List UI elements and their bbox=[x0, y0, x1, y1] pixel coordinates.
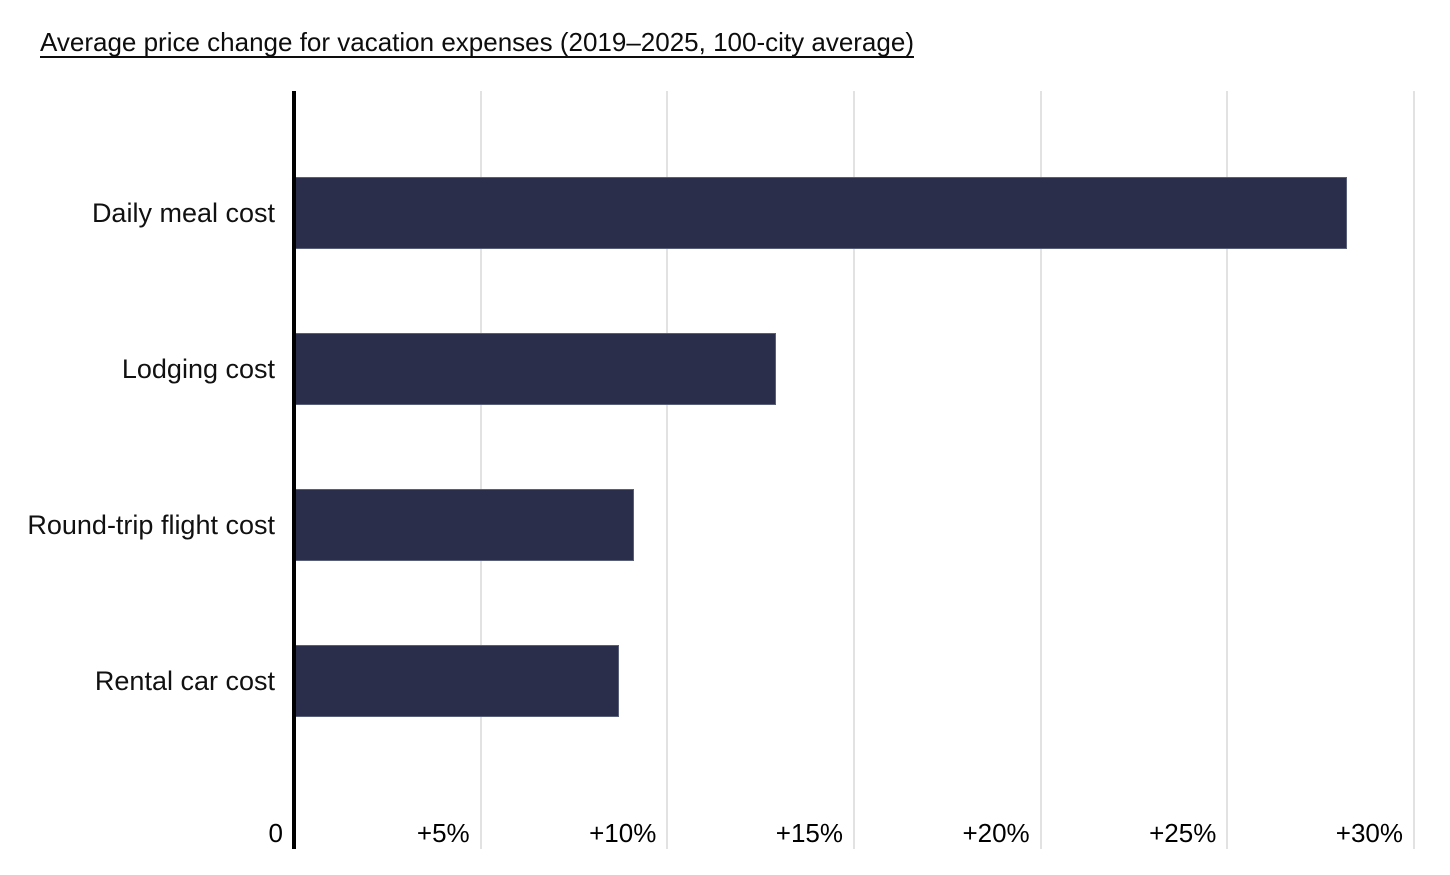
y-axis-line bbox=[292, 91, 296, 849]
bar bbox=[294, 177, 1347, 249]
gridline-+30% bbox=[1413, 91, 1415, 849]
gridline-+20% bbox=[1039, 91, 1042, 849]
gridline-+25% bbox=[1226, 91, 1229, 849]
gridline-+10% bbox=[666, 91, 669, 849]
chart-title: Average price change for vacation expens… bbox=[40, 27, 914, 57]
x-tick-label: +10% bbox=[589, 818, 657, 848]
category-label: Daily meal cost bbox=[91, 198, 275, 228]
x-tick-label: +5% bbox=[416, 818, 470, 848]
gridline-+5% bbox=[479, 91, 482, 849]
x-tick-label: +25% bbox=[1149, 818, 1217, 848]
category-label: Round-trip flight cost bbox=[27, 510, 275, 540]
category-label: Lodging cost bbox=[121, 354, 275, 384]
x-tick-label: 0 bbox=[268, 818, 283, 848]
x-tick-label: +20% bbox=[962, 818, 1030, 848]
bar bbox=[294, 333, 776, 405]
x-tick-label: +15% bbox=[775, 818, 843, 848]
gridline-+15% bbox=[853, 91, 855, 849]
bar bbox=[294, 489, 634, 561]
bar bbox=[294, 645, 619, 717]
category-label: Rental car cost bbox=[94, 666, 275, 696]
x-tick-label: +30% bbox=[1335, 818, 1403, 848]
